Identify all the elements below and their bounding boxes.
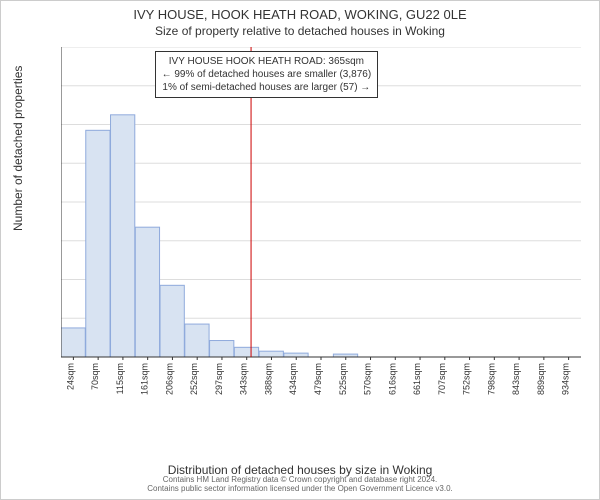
svg-text:70sqm: 70sqm: [90, 363, 100, 390]
svg-text:297sqm: 297sqm: [214, 363, 224, 395]
svg-text:843sqm: 843sqm: [511, 363, 521, 395]
svg-text:752sqm: 752sqm: [462, 363, 472, 395]
footnote: Contains HM Land Registry data © Crown c…: [1, 476, 599, 494]
svg-text:525sqm: 525sqm: [338, 363, 348, 395]
svg-text:889sqm: 889sqm: [536, 363, 546, 395]
y-axis-label: Number of detached properties: [11, 66, 25, 231]
svg-text:24sqm: 24sqm: [65, 363, 75, 390]
footnote-line1: Contains HM Land Registry data © Crown c…: [163, 475, 438, 484]
svg-text:570sqm: 570sqm: [363, 363, 373, 395]
svg-text:252sqm: 252sqm: [189, 363, 199, 395]
annotation-line3: 1% of semi-detached houses are larger (5…: [162, 81, 372, 94]
svg-text:479sqm: 479sqm: [313, 363, 323, 395]
svg-text:161sqm: 161sqm: [140, 363, 150, 395]
chart-svg: 0200400600800100012001400160024sqm70sqm1…: [61, 47, 581, 417]
annotation-line1: IVY HOUSE HOOK HEATH ROAD: 365sqm: [162, 55, 372, 68]
svg-text:707sqm: 707sqm: [437, 363, 447, 395]
svg-text:388sqm: 388sqm: [263, 363, 273, 395]
svg-text:115sqm: 115sqm: [115, 363, 125, 394]
footnote-line2: Contains public sector information licen…: [147, 484, 453, 493]
svg-text:616sqm: 616sqm: [387, 363, 397, 395]
annotation-line2: ← 99% of detached houses are smaller (3,…: [162, 68, 372, 81]
svg-text:343sqm: 343sqm: [239, 363, 249, 395]
svg-text:661sqm: 661sqm: [412, 363, 422, 395]
title-main: IVY HOUSE, HOOK HEATH ROAD, WOKING, GU22…: [1, 7, 599, 22]
svg-text:798sqm: 798sqm: [486, 363, 496, 395]
svg-text:934sqm: 934sqm: [561, 363, 571, 395]
svg-text:206sqm: 206sqm: [164, 363, 174, 395]
annotation-box: IVY HOUSE HOOK HEATH ROAD: 365sqm ← 99% …: [155, 51, 379, 98]
chart-container: IVY HOUSE, HOOK HEATH ROAD, WOKING, GU22…: [0, 0, 600, 500]
svg-text:434sqm: 434sqm: [288, 363, 298, 395]
title-sub: Size of property relative to detached ho…: [1, 24, 599, 38]
plot-area: 0200400600800100012001400160024sqm70sqm1…: [61, 47, 581, 417]
